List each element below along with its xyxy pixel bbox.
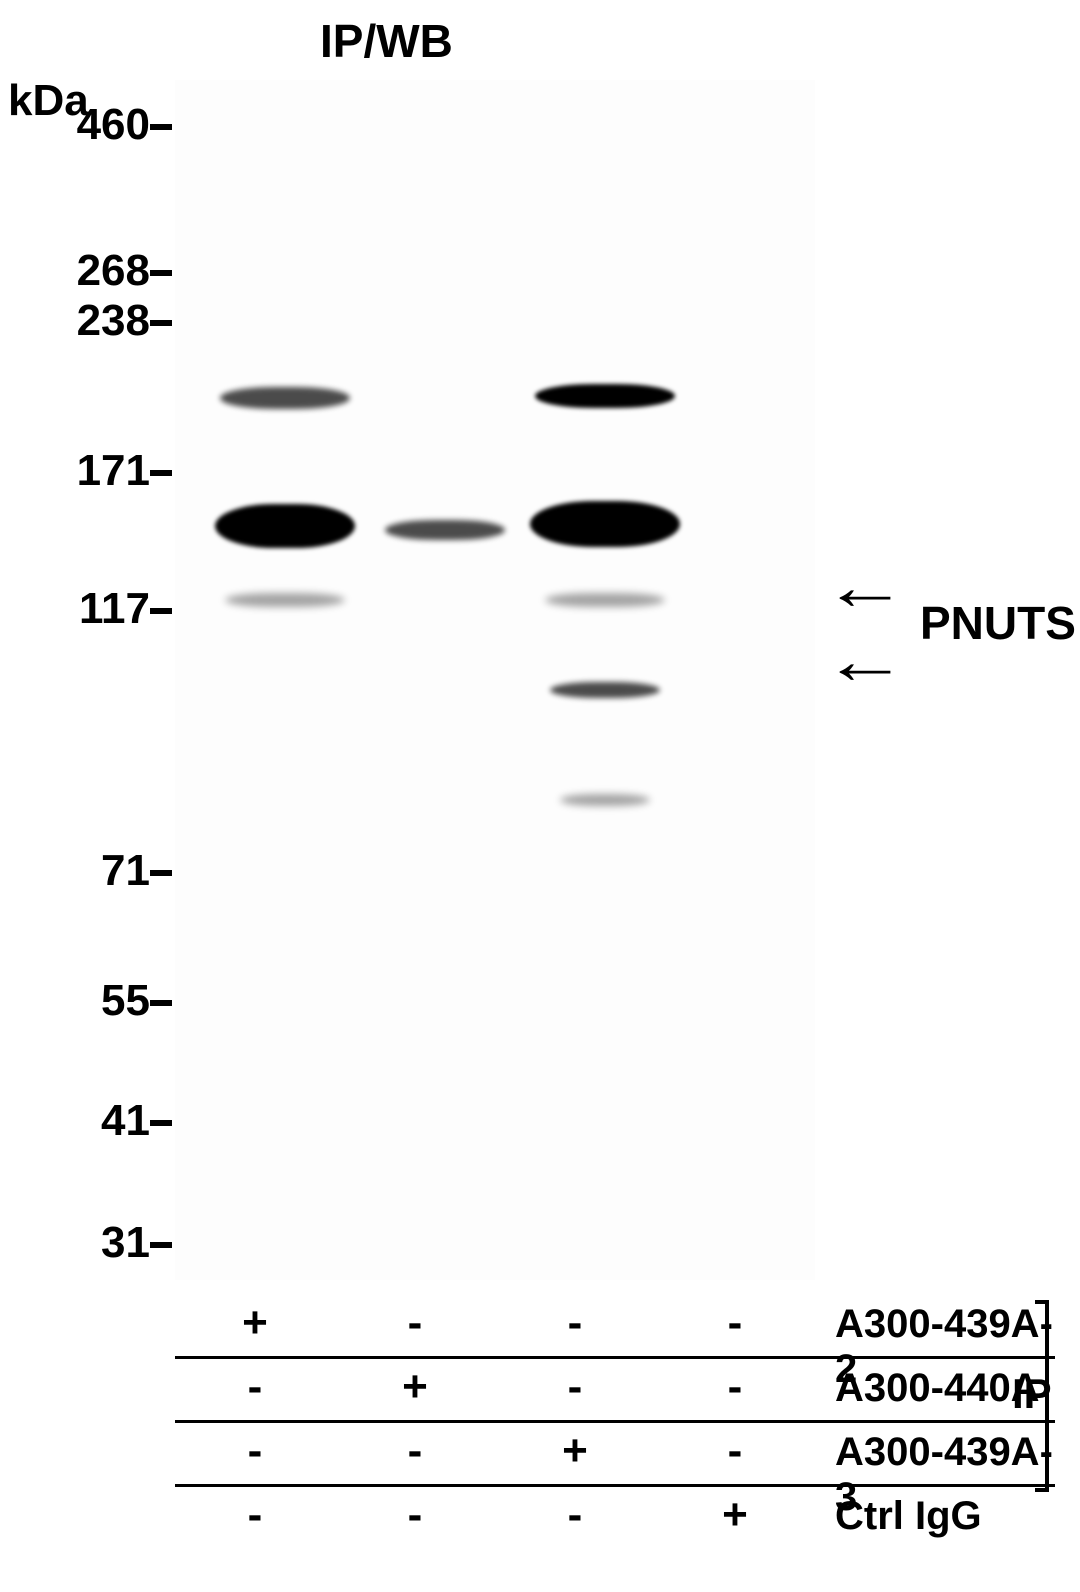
mw-marker-tick [150,320,172,326]
blot-membrane [175,80,815,1280]
legend-mark: + [175,1298,335,1348]
protein-band [545,593,665,607]
mw-marker-label: 41 [0,1096,150,1146]
legend-row: --+-A300-439A-3 [175,1420,1065,1484]
mw-marker-tick [150,608,172,614]
legend-mark: - [495,1362,655,1412]
mw-marker-label: 171 [0,446,150,496]
legend-row: ---+Ctrl IgG [175,1484,1065,1548]
mw-marker-tick [150,1242,172,1248]
antibody-name: Ctrl IgG [835,1494,982,1539]
legend-mark: - [495,1490,655,1540]
mw-marker-tick [150,470,172,476]
band-arrow-upper: ← [822,548,908,624]
legend-row: +---A300-439A-2 [175,1292,1065,1356]
mw-marker-tick [150,1000,172,1006]
legend-mark: - [175,1362,335,1412]
mw-marker-label: 55 [0,976,150,1026]
mw-marker-tick [150,1120,172,1126]
legend-row: -+--A300-440A [175,1356,1065,1420]
ip-bracket-cap [1035,1300,1049,1304]
legend-mark: - [335,1426,495,1476]
protein-band [385,520,505,540]
legend-mark: + [335,1362,495,1412]
western-blot-figure: IP/WB kDa 46026823817111771554131 ← ← PN… [0,0,1080,1592]
mw-marker-label: 31 [0,1218,150,1268]
mw-marker-label: 460 [0,100,150,150]
protein-band [530,501,680,547]
mw-marker-label: 117 [0,584,150,634]
ip-group-label: IP [1012,1370,1052,1418]
band-arrow-lower: ← [822,622,908,698]
protein-band [220,387,350,409]
mw-marker-tick [150,270,172,276]
target-protein-label: PNUTS [920,596,1076,650]
legend-mark: - [335,1298,495,1348]
figure-title: IP/WB [320,14,453,68]
mw-marker-label: 238 [0,296,150,346]
legend-mark: - [495,1298,655,1348]
legend-mark: - [335,1490,495,1540]
legend-mark: + [495,1426,655,1476]
legend-mark: - [655,1298,815,1348]
legend-mark: - [655,1426,815,1476]
antibody-name: A300-440A [835,1366,1040,1411]
legend-mark: - [175,1426,335,1476]
protein-band [550,682,660,698]
mw-marker-tick [150,870,172,876]
protein-band [560,794,650,806]
ip-legend: +---A300-439A-2-+--A300-440A--+-A300-439… [175,1292,1065,1548]
legend-mark: - [175,1490,335,1540]
ip-bracket-cap [1035,1488,1049,1492]
protein-band [225,593,345,607]
legend-mark: - [655,1362,815,1412]
legend-mark: + [655,1490,815,1540]
mw-marker-label: 268 [0,246,150,296]
mw-marker-tick [150,124,172,130]
protein-band [215,504,355,548]
protein-band [535,384,675,408]
mw-marker-label: 71 [0,846,150,896]
